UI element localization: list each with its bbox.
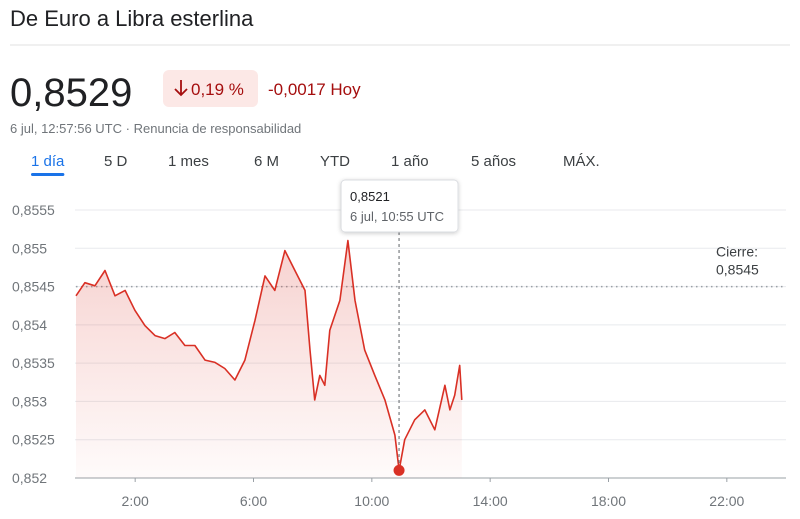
y-tick-label: 0,8545: [12, 279, 55, 295]
previous-close-label: Cierre:: [716, 244, 758, 260]
change: -0,0017 Hoy: [268, 80, 361, 99]
y-tick-label: 0,852: [12, 470, 47, 486]
separator: ·: [126, 121, 130, 136]
y-tick-label: 0,8535: [12, 355, 55, 371]
tooltip-value: 0,8521: [350, 189, 390, 204]
highlight-point: [393, 464, 405, 476]
tab[interactable]: 1 día: [31, 153, 65, 170]
tab[interactable]: MÁX.: [563, 153, 600, 170]
y-tick-label: 0,8555: [12, 202, 55, 218]
x-tick-label: 6:00: [240, 493, 267, 509]
y-tick-label: 0,8525: [12, 432, 55, 448]
tab[interactable]: 1 año: [391, 153, 429, 170]
title: De Euro a Libra esterlina: [10, 6, 254, 31]
line: [75, 239, 463, 472]
chart: 0,852 0,8525 0,853 0,8535 0,854 0,8545 0,855 0,…: [12, 179, 786, 509]
x-tick-label: 18:00: [591, 493, 626, 509]
x-tick-label: 10:00: [354, 493, 389, 509]
y-tick-label: 0,854: [12, 317, 47, 333]
timestamp: 6 jul, 12:57:56 UTC: [10, 121, 122, 136]
area: [76, 240, 462, 478]
x-tick-label: 2:00: [122, 493, 149, 509]
previous-close-value: 0,8545: [716, 262, 759, 278]
disclaimer[interactable]: Renuncia de responsabilidad: [134, 121, 302, 136]
tab[interactable]: YTD: [320, 153, 350, 170]
x-tick-label: 22:00: [709, 493, 744, 509]
change-value: -0,0017: [268, 80, 326, 99]
tab[interactable]: 6 M: [254, 153, 279, 170]
period: Hoy: [330, 80, 361, 99]
x-tick-label: 14:00: [473, 493, 508, 509]
tabs: 1 día 5 D 1 mes 6 M YTD 1 año 5 años MÁX.: [31, 153, 600, 176]
tab[interactable]: 5 D: [104, 153, 128, 170]
tooltip-time: 6 jul, 10:55 UTC: [350, 209, 444, 224]
y-tick-label: 0,855: [12, 240, 47, 256]
tab[interactable]: 5 años: [471, 153, 516, 170]
tooltip: [340, 179, 459, 233]
change-badge: [163, 70, 258, 107]
down-arrow: [174, 80, 188, 97]
timestamp-line: 6 jul, 12:57:56 UTC · Renuncia de respon…: [10, 121, 301, 136]
price: 0,8529: [10, 71, 132, 115]
change-percent: 0,19 %: [191, 80, 244, 99]
y-tick-label: 0,853: [12, 393, 47, 409]
tab[interactable]: 1 mes: [168, 153, 209, 170]
tab-underline: [31, 173, 65, 176]
